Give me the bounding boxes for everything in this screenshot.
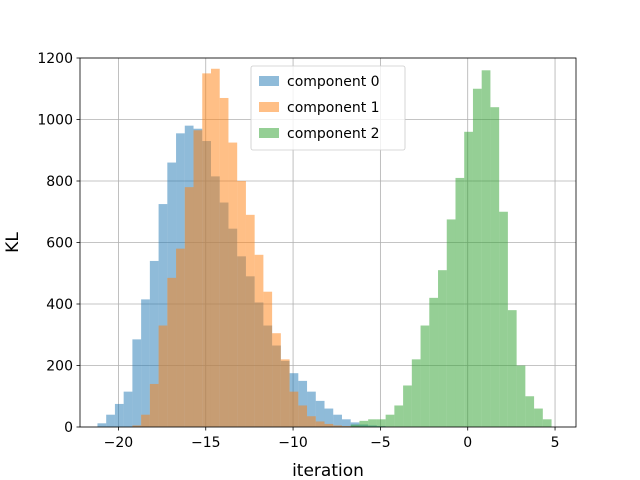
y-tick-label-2: 400 <box>46 297 73 313</box>
bar-series-0-bin-24 <box>307 391 316 427</box>
bar-series-2-bin-16 <box>490 107 500 427</box>
bar-series-0-bin-3 <box>123 391 133 427</box>
bar-series-2-bin-21 <box>534 408 543 427</box>
bar-series-0-bin-4 <box>132 339 142 427</box>
bar-series-0-bin-27 <box>333 414 342 427</box>
bar-series-1-bin-15 <box>263 291 273 427</box>
bar-series-1-bin-11 <box>228 142 238 427</box>
bar-series-1-bin-9 <box>210 68 220 427</box>
y-axis-label: KL <box>3 232 23 253</box>
bar-series-2-bin-11 <box>446 219 456 427</box>
bar-series-2-bin-0 <box>350 424 360 427</box>
bar-series-1-bin-23 <box>333 425 342 427</box>
bar-series-1-bin-20 <box>307 416 316 427</box>
legend-swatch-1 <box>259 102 279 112</box>
bar-series-1-bin-18 <box>289 391 299 427</box>
bar-series-1-bin-24 <box>341 426 351 427</box>
bar-series-2-bin-14 <box>472 88 482 427</box>
legend-label-1: component 1 <box>287 100 380 116</box>
bar-series-1-bin-0 <box>132 425 142 427</box>
x-tick-label-2: −10 <box>278 435 308 451</box>
bar-series-1-bin-14 <box>254 254 264 427</box>
bar-series-2-bin-18 <box>507 310 517 427</box>
bar-series-2-bin-4 <box>385 414 395 427</box>
y-tick-label-1: 200 <box>46 359 73 375</box>
x-tick-label-3: −5 <box>370 435 391 451</box>
bar-series-2-bin-22 <box>542 419 552 427</box>
bar-series-0-bin-26 <box>324 408 334 427</box>
bar-series-1-bin-3 <box>158 325 168 427</box>
y-tick-label-5: 1000 <box>37 113 73 129</box>
bar-series-2-bin-20 <box>525 396 535 427</box>
y-tick-label-3: 600 <box>46 236 73 252</box>
bar-series-2-bin-9 <box>429 297 439 427</box>
bar-series-1-bin-1 <box>141 414 150 427</box>
bar-series-0-bin-7 <box>158 204 168 427</box>
bar-series-1-bin-19 <box>298 405 308 427</box>
bar-series-0-bin-6 <box>149 260 159 427</box>
bar-series-2-bin-13 <box>464 131 473 428</box>
legend-label-2: component 2 <box>287 126 380 142</box>
legend-label-0: component 0 <box>287 74 380 90</box>
bar-series-2-bin-1 <box>359 420 369 427</box>
bar-series-1-bin-13 <box>245 214 255 427</box>
bar-series-2-bin-2 <box>368 419 377 427</box>
bar-series-2-bin-12 <box>455 177 465 427</box>
bar-series-1-bin-21 <box>315 421 325 427</box>
bar-series-1-bin-10 <box>219 97 229 427</box>
bar-series-2-bin-6 <box>403 385 412 427</box>
bar-series-1-bin-22 <box>324 423 334 427</box>
bar-series-2-bin-19 <box>516 365 526 427</box>
bar-series-0-bin-2 <box>114 403 124 427</box>
y-tick-label-0: 0 <box>64 420 73 436</box>
bar-series-1-bin-16 <box>272 333 281 427</box>
legend: component 0 component 1 component 2 <box>250 65 406 151</box>
y-axis-ticks: 0 200 400 600 800 1000 1200 <box>37 51 80 436</box>
bar-series-1-bin-6 <box>184 187 194 427</box>
bar-series-1-bin-8 <box>202 73 211 427</box>
x-tick-label-4: 0 <box>463 435 472 451</box>
x-axis-label: iteration <box>292 461 364 480</box>
bar-series-1-bin-17 <box>280 359 290 427</box>
bar-series-1-bin-2 <box>149 383 159 427</box>
bar-series-2-bin-3 <box>376 419 386 427</box>
bar-series-2-bin-15 <box>481 70 491 428</box>
bar-series-0-bin-25 <box>315 400 325 427</box>
bar-series-1-bin-4 <box>167 277 177 427</box>
legend-swatch-0 <box>259 76 279 86</box>
x-axis-ticks: −20 −15 −10 −5 0 5 <box>104 427 560 451</box>
bar-series-2-bin-10 <box>438 270 447 427</box>
bar-series-1-bin-7 <box>193 130 203 427</box>
bar-series-1-bin-5 <box>176 248 185 427</box>
x-tick-label-1: −15 <box>191 435 221 451</box>
bar-series-2-bin-5 <box>394 405 404 427</box>
bar-series-0-bin-1 <box>106 414 115 427</box>
y-tick-label-6: 1200 <box>37 51 73 67</box>
bar-series-2-bin-7 <box>411 359 421 427</box>
x-tick-label-0: −20 <box>104 435 134 451</box>
bar-series-2-bin-17 <box>499 211 508 427</box>
bar-series-0-bin-0 <box>97 423 107 427</box>
bar-series-0-bin-5 <box>141 299 150 427</box>
x-tick-label-5: 5 <box>551 435 560 451</box>
legend-swatch-2 <box>259 128 279 138</box>
y-tick-label-4: 800 <box>46 174 73 190</box>
bar-series-2-bin-8 <box>420 325 430 427</box>
bar-series-1-bin-12 <box>237 181 246 427</box>
bar-series-0-bin-28 <box>341 419 351 427</box>
histogram-bars <box>97 68 552 428</box>
legend-box <box>250 65 406 151</box>
bar-series-0-bin-23 <box>298 380 308 427</box>
